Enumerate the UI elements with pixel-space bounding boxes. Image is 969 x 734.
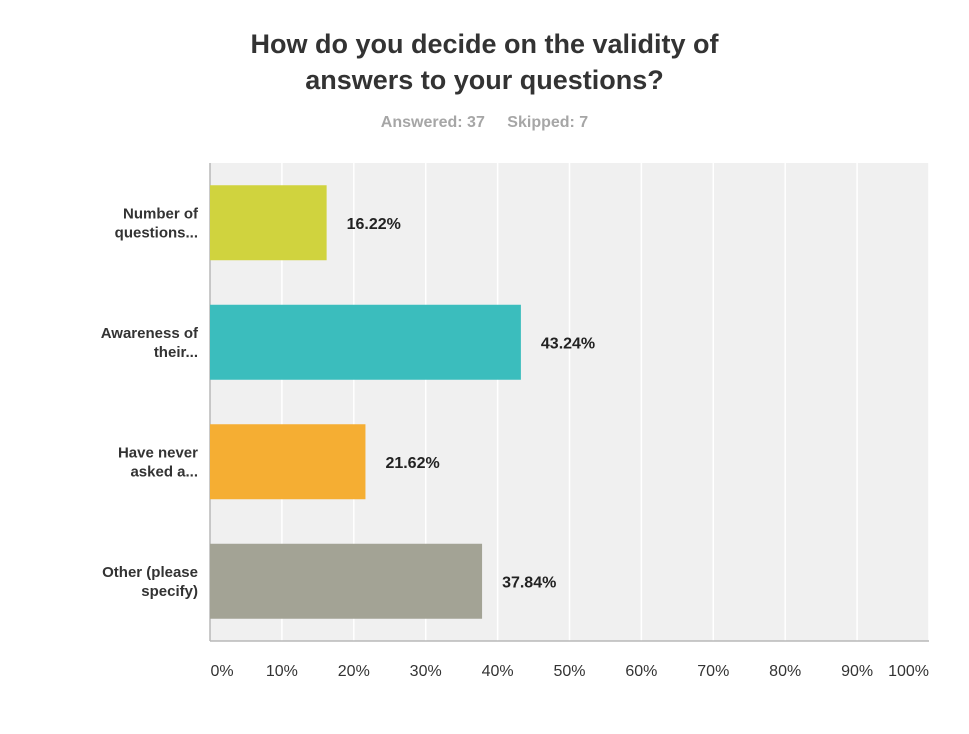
category-label: Number of: [123, 205, 199, 222]
x-tick-label: 30%: [410, 663, 442, 680]
x-tick-label: 40%: [482, 663, 514, 680]
category-label: specify): [141, 583, 198, 600]
value-label: 21.62%: [385, 455, 439, 472]
category-label: Other (please: [102, 564, 198, 581]
x-tick-label: 20%: [338, 663, 370, 680]
x-tick-label: 60%: [625, 663, 657, 680]
skipped-count: Skipped: 7: [507, 114, 589, 131]
x-tick-label: 100%: [888, 663, 929, 680]
value-label: 37.84%: [502, 574, 556, 591]
chart-title-line-1: How do you decide on the validity of: [250, 29, 719, 59]
bar: [210, 304, 521, 380]
x-tick-label: 0%: [210, 663, 233, 680]
bar: [210, 424, 366, 500]
category-label: their...: [154, 344, 198, 361]
response-summary: Answered: 37 Skipped: 7: [0, 114, 969, 132]
bar: [210, 543, 483, 619]
category-label: Awareness of: [101, 325, 199, 342]
x-tick-label: 90%: [841, 663, 873, 680]
category-label: asked a...: [130, 463, 198, 480]
x-tick-label: 80%: [769, 663, 801, 680]
bar: [210, 185, 327, 261]
category-label: Have never: [118, 444, 198, 461]
chart-title: How do you decide on the validity of ans…: [0, 26, 969, 98]
value-label: 16.22%: [347, 216, 401, 233]
category-label: questions...: [115, 224, 198, 241]
chart-title-line-2: answers to your questions?: [305, 65, 664, 95]
x-tick-label: 50%: [553, 663, 585, 680]
x-tick-label: 70%: [697, 663, 729, 680]
x-tick-label: 10%: [266, 663, 298, 680]
answered-count: Answered: 37: [380, 114, 485, 131]
value-label: 43.24%: [541, 335, 595, 352]
